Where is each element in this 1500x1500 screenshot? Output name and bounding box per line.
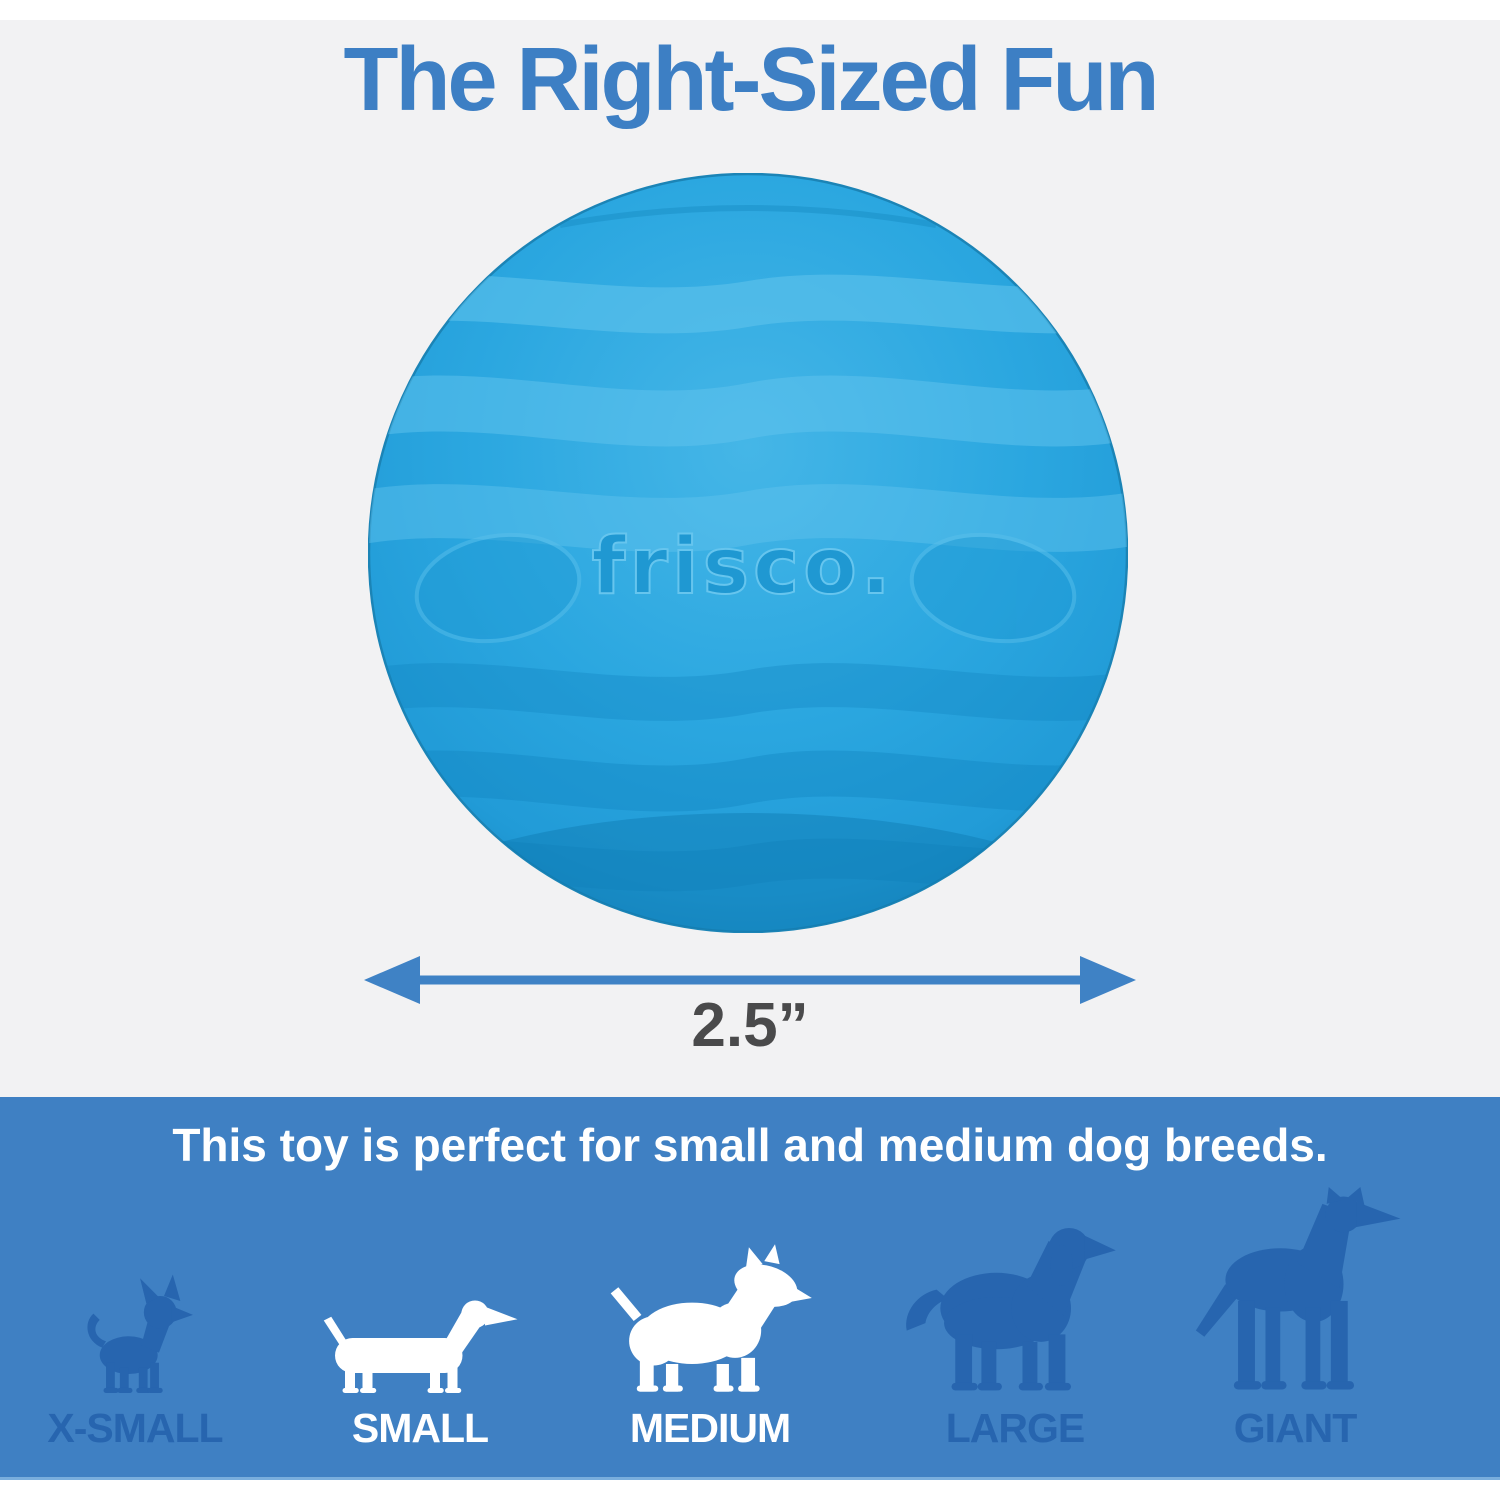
- size-item-medium: MEDIUM: [565, 1140, 855, 1460]
- ball-image: frisco.: [368, 173, 1128, 933]
- bull-terrier-icon: [610, 1244, 812, 1392]
- golden-retriever-icon: [906, 1227, 1116, 1391]
- ball-body: [368, 173, 1128, 933]
- size-label: MEDIUM: [629, 1405, 791, 1451]
- size-item-large: LARGE: [865, 1140, 1165, 1460]
- size-label: X-SMALL: [47, 1405, 223, 1451]
- size-label: LARGE: [945, 1405, 1085, 1451]
- left-dimple: [414, 532, 582, 644]
- size-label: SMALL: [351, 1405, 489, 1451]
- right-dimple: [909, 532, 1077, 644]
- size-item-x-small: X-SMALL: [0, 1140, 270, 1460]
- size-banner: This toy is perfect for small and medium…: [0, 1097, 1500, 1480]
- great-dane-icon: [1195, 1187, 1401, 1390]
- dachshund-icon: [323, 1300, 518, 1393]
- dimension-label: 2.5”: [691, 991, 809, 1060]
- size-item-giant: GIANT: [1140, 1140, 1450, 1460]
- size-label: GIANT: [1233, 1405, 1358, 1451]
- page-title: The Right-Sized Fun: [343, 30, 1160, 130]
- banner-headline: This toy is perfect for small and medium…: [172, 1119, 1328, 1171]
- size-item-small: SMALL: [280, 1140, 560, 1460]
- brand-emboss: frisco.: [591, 522, 894, 612]
- chihuahua-icon: [87, 1274, 193, 1393]
- dimension-arrow-icon: [364, 956, 1136, 1004]
